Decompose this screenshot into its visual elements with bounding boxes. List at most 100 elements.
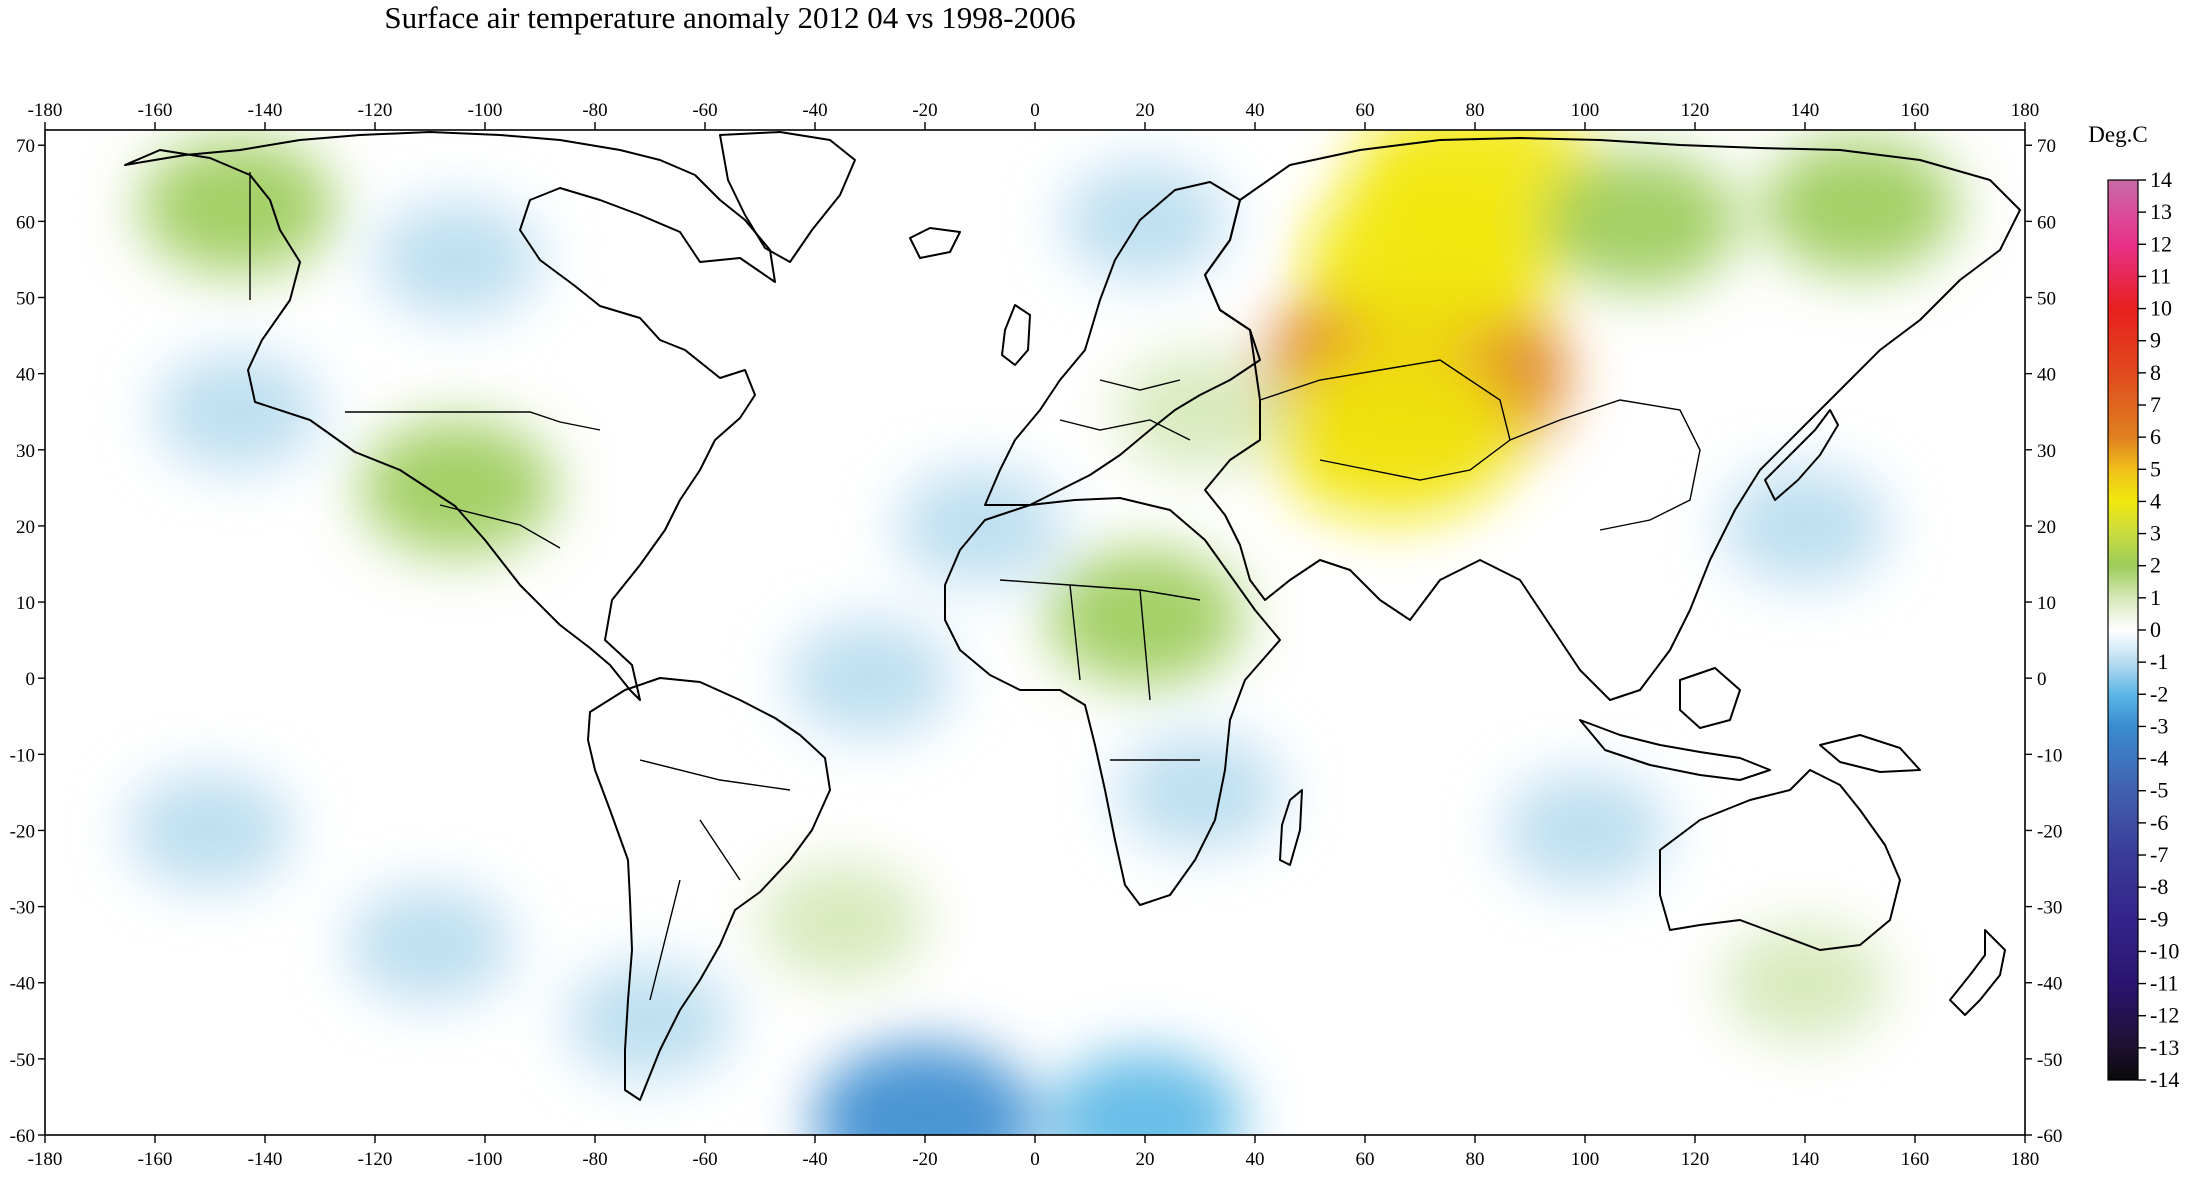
x-tick-label-top: 180: [2011, 100, 2040, 121]
colorbar-tick-label: -9: [2150, 906, 2168, 931]
colorbar-tick-label: 13: [2150, 199, 2172, 224]
x-tick-label-top: 60: [1356, 100, 1375, 121]
colorbar: Deg.C 14131211109876543210-1-2-3-4-5-6-7…: [2088, 122, 2179, 1092]
anomaly-region: [346, 885, 514, 1004]
anomaly-region: [1762, 138, 1958, 275]
y-tick-label-right: -60: [2037, 1126, 2062, 1147]
colorbar-tick-label: 1: [2150, 585, 2161, 610]
x-tick-label-top: 40: [1246, 100, 1265, 121]
x-axis-ticks: -180 -180 -160 -160 -140 -140 -120 -120 -100 -100…: [28, 100, 2040, 1170]
australia-outline: [1659, 769, 1901, 951]
x-tick-label-top: -160: [138, 100, 173, 121]
x-tick-label-top: 160: [1901, 100, 1930, 121]
y-tick-label-left: -20: [10, 821, 35, 842]
x-tick-label-bottom: -60: [692, 1149, 717, 1170]
anomaly-region: [1116, 733, 1284, 852]
anomaly-region: [126, 771, 294, 890]
coastlines: [124, 131, 2021, 1101]
anomaly-region: [153, 352, 322, 471]
y-tick-label-left: 60: [16, 212, 35, 233]
anomaly-region: [1047, 1051, 1243, 1135]
anomaly-region: [1349, 130, 1601, 270]
x-tick-label-top: -60: [692, 100, 717, 121]
anomaly-region: [373, 200, 542, 319]
x-tick-label-bottom: 100: [1571, 1149, 1600, 1170]
x-tick-label-top: 0: [1030, 100, 1040, 121]
x-tick-label-top: 80: [1466, 100, 1485, 121]
x-tick-label-bottom: 40: [1246, 1149, 1265, 1170]
y-tick-label-left: -30: [10, 898, 35, 919]
anomaly-region: [1266, 348, 1519, 521]
borneo-outline: [1679, 667, 1741, 729]
british-isles-outline: [1001, 304, 1031, 366]
y-tick-label-right: 50: [2037, 289, 2056, 310]
colorbar-tick-label: 5: [2150, 456, 2161, 481]
x-tick-label-bottom: 160: [1901, 1149, 1930, 1170]
x-tick-label-top: -80: [582, 100, 607, 121]
asia-outline: [1204, 137, 2021, 701]
anomaly-region: [1721, 923, 1889, 1042]
south-america-outline: [587, 677, 831, 1101]
africa-borders: [999, 579, 1201, 761]
anomaly-region: [1721, 466, 1889, 585]
y-tick-label-right: 60: [2037, 212, 2056, 233]
colorbar-tick-label: -10: [2150, 938, 2179, 963]
x-tick-label-bottom: 140: [1791, 1149, 1820, 1170]
colorbar-tick-label: 6: [2150, 424, 2161, 449]
colorbar-tick-label: -2: [2150, 681, 2168, 706]
south-america-borders: [639, 759, 791, 1001]
colorbar-tick-label: -4: [2150, 746, 2168, 771]
anomaly-region: [1501, 771, 1669, 890]
x-tick-label-top: 100: [1571, 100, 1600, 121]
x-tick-label-bottom: 120: [1681, 1149, 1710, 1170]
y-tick-label-right: 10: [2037, 593, 2056, 614]
colorbar-tick-label: 2: [2150, 553, 2161, 578]
indonesia-outline: [1579, 719, 1771, 781]
y-tick-label-left: 20: [16, 517, 35, 538]
x-tick-label-bottom: 180: [2011, 1149, 2040, 1170]
y-tick-label-right: 20: [2037, 517, 2056, 538]
colorbar-tick-label: 7: [2150, 392, 2161, 417]
colorbar-tick-label: 8: [2150, 360, 2161, 385]
japan-outline: [1764, 409, 1839, 501]
colorbar-tick-label: 12: [2150, 231, 2172, 256]
y-tick-label-left: 10: [16, 593, 35, 614]
x-tick-label-bottom: -100: [468, 1149, 503, 1170]
y-tick-label-left: 70: [16, 136, 35, 157]
x-tick-label-bottom: 0: [1030, 1149, 1040, 1170]
x-tick-label-top: 140: [1791, 100, 1820, 121]
map-title: Surface air temperature anomaly 2012 04 …: [384, 0, 1076, 35]
colorbar-tick-label: 11: [2150, 263, 2171, 288]
colorbar-tick-label: -1: [2150, 649, 2168, 674]
y-tick-label-right: -20: [2037, 821, 2062, 842]
europe-borders: [1059, 379, 1191, 441]
colorbar-tick-label: -3: [2150, 713, 2168, 738]
colorbar-tick-label: -7: [2150, 842, 2168, 867]
colorbar-tick-label: -8: [2150, 874, 2168, 899]
y-tick-label-left: -40: [10, 974, 35, 995]
colorbar-ticks: 14131211109876543210-1-2-3-4-5-6-7-8-9-1…: [2138, 167, 2179, 1092]
y-tick-label-left: -10: [10, 745, 35, 766]
new-guinea-outline: [1819, 734, 1921, 773]
y-tick-label-right: 0: [2037, 669, 2047, 690]
colorbar-tick-label: 14: [2150, 167, 2172, 192]
y-tick-label-left: -50: [10, 1050, 35, 1071]
y-tick-label-right: -40: [2037, 974, 2062, 995]
us-mexico-border: [439, 504, 561, 549]
y-tick-label-left: 30: [16, 441, 35, 462]
x-tick-label-top: 20: [1136, 100, 1155, 121]
x-tick-label-top: -140: [248, 100, 283, 121]
x-tick-label-top: -180: [28, 100, 63, 121]
colorbar-tick-label: -14: [2150, 1067, 2179, 1092]
x-tick-label-top: -20: [912, 100, 937, 121]
x-tick-label-top: -120: [358, 100, 393, 121]
anomaly-region: [359, 419, 556, 556]
y-tick-label-left: 40: [16, 365, 35, 386]
x-tick-label-bottom: 60: [1356, 1149, 1375, 1170]
anomaly-region: [1116, 352, 1284, 471]
madagascar-outline: [1279, 789, 1303, 866]
y-tick-label-right: -10: [2037, 745, 2062, 766]
y-tick-label-right: -50: [2037, 1050, 2062, 1071]
anomaly-region: [786, 619, 954, 738]
